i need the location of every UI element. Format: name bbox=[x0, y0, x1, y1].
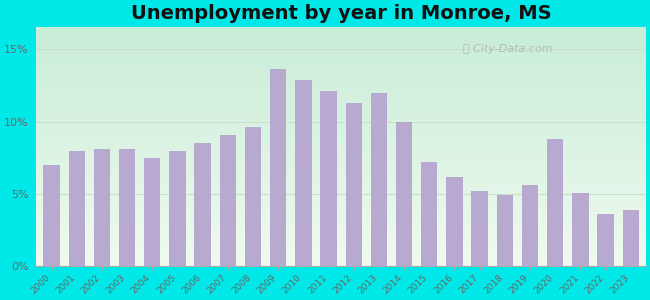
Bar bbox=[44, 165, 60, 266]
Bar bbox=[144, 158, 161, 266]
Bar bbox=[547, 139, 564, 266]
Bar bbox=[396, 122, 412, 266]
Text: ⓘ City-Data.com: ⓘ City-Data.com bbox=[463, 44, 552, 54]
Bar bbox=[119, 149, 135, 266]
Title: Unemployment by year in Monroe, MS: Unemployment by year in Monroe, MS bbox=[131, 4, 551, 23]
Bar bbox=[572, 193, 588, 266]
Bar bbox=[320, 91, 337, 266]
Bar bbox=[623, 210, 639, 266]
Bar bbox=[169, 151, 186, 266]
Bar bbox=[94, 149, 110, 266]
Bar bbox=[346, 103, 362, 266]
Bar bbox=[295, 80, 311, 266]
Bar bbox=[220, 135, 236, 266]
Bar bbox=[421, 162, 437, 266]
Bar bbox=[370, 93, 387, 266]
Bar bbox=[597, 214, 614, 266]
Bar bbox=[447, 177, 463, 266]
Bar bbox=[270, 70, 287, 266]
Bar bbox=[471, 191, 488, 266]
Bar bbox=[522, 185, 538, 266]
Bar bbox=[68, 151, 85, 266]
Bar bbox=[245, 128, 261, 266]
Bar bbox=[497, 195, 513, 266]
Bar bbox=[194, 143, 211, 266]
